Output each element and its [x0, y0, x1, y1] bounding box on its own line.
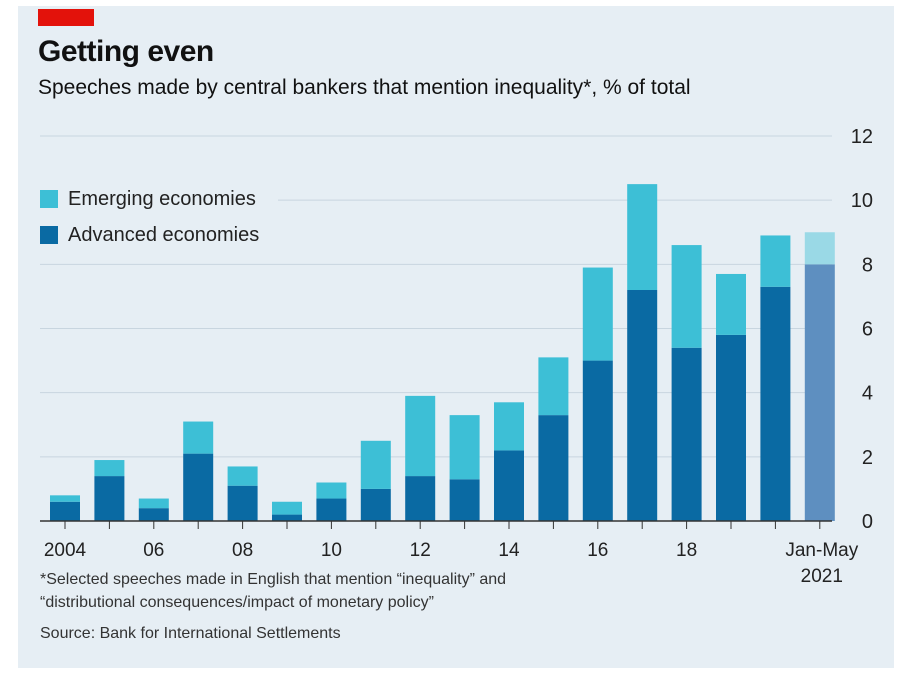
legend-swatch-emerging [40, 190, 58, 208]
bar-advanced [538, 415, 569, 521]
chart-panel [18, 6, 894, 668]
bar-emerging [449, 415, 480, 480]
bar-emerging [804, 232, 835, 265]
x-tick-label-last-line1: Jan-May [785, 540, 858, 561]
x-tick-label: 2004 [44, 540, 87, 561]
bar-emerging [360, 440, 391, 489]
footnote-line-1: *Selected speeches made in English that … [40, 571, 507, 588]
bar-emerging [494, 402, 524, 451]
y-tick-label: 12 [851, 126, 873, 148]
bar-emerging [94, 460, 125, 477]
y-tick-label: 0 [862, 511, 873, 533]
x-tick-label: 06 [143, 540, 164, 561]
bar-emerging [50, 495, 80, 502]
bar-advanced [716, 334, 746, 521]
bar-advanced [272, 514, 302, 521]
bar-advanced [405, 476, 436, 521]
bar-advanced [360, 488, 391, 521]
y-tick-label: 6 [862, 319, 873, 341]
x-tick-label: 08 [232, 540, 253, 561]
bar-advanced [449, 479, 480, 521]
bar-emerging [316, 482, 347, 499]
legend-swatch-advanced [40, 226, 58, 244]
footnote-line-2: “distributional consequences/impact of m… [40, 594, 434, 611]
bar-emerging [183, 421, 214, 454]
bar-emerging [138, 498, 169, 509]
legend: Emerging economies Advanced economies [40, 181, 259, 253]
x-tick-label: 10 [321, 540, 342, 561]
brand-red-bar [38, 9, 94, 26]
bar-emerging [538, 357, 569, 416]
bar-advanced [494, 450, 524, 521]
bar-advanced [227, 485, 258, 521]
legend-item-advanced: Advanced economies [40, 217, 259, 253]
bar-advanced [50, 501, 80, 521]
bar-advanced [760, 286, 791, 521]
legend-label-advanced: Advanced economies [68, 223, 260, 246]
bar-advanced [138, 508, 169, 521]
y-tick-label: 4 [862, 383, 873, 405]
bar-emerging [272, 501, 302, 515]
bars [50, 184, 835, 521]
x-tick-label: 14 [498, 540, 520, 561]
y-tick-label: 8 [862, 254, 873, 276]
bar-emerging [760, 235, 791, 287]
y-tick-label: 2 [862, 447, 873, 469]
bar-emerging [671, 245, 702, 348]
bar-advanced [316, 498, 347, 521]
bar-advanced [183, 453, 214, 521]
bar-advanced [627, 290, 658, 521]
bar-emerging [227, 466, 258, 486]
bar-advanced [94, 476, 125, 521]
y-tick-label: 10 [851, 190, 873, 212]
x-tick-label: 16 [587, 540, 608, 561]
x-tick-label-last-line2: 2021 [801, 566, 843, 587]
bar-advanced [804, 264, 835, 521]
bar-emerging [405, 395, 436, 477]
chart-title: Getting even [38, 35, 214, 68]
legend-label-emerging: Emerging economies [68, 187, 256, 210]
x-tick-label: 12 [410, 540, 431, 561]
bar-emerging [716, 273, 746, 335]
bar-advanced [582, 360, 613, 521]
legend-item-emerging: Emerging economies [40, 181, 259, 217]
bar-advanced [671, 347, 702, 521]
chart-subtitle: Speeches made by central bankers that me… [38, 76, 691, 99]
axis: 0 2 4 6 8 10 12 2004 06 08 10 12 14 16 18 Jan-May 2021 [40, 126, 873, 587]
x-tick-label: 18 [676, 540, 697, 561]
bar-emerging [627, 184, 658, 290]
source-note: Source: Bank for International Settlemen… [40, 625, 341, 642]
bar-emerging [582, 267, 613, 361]
